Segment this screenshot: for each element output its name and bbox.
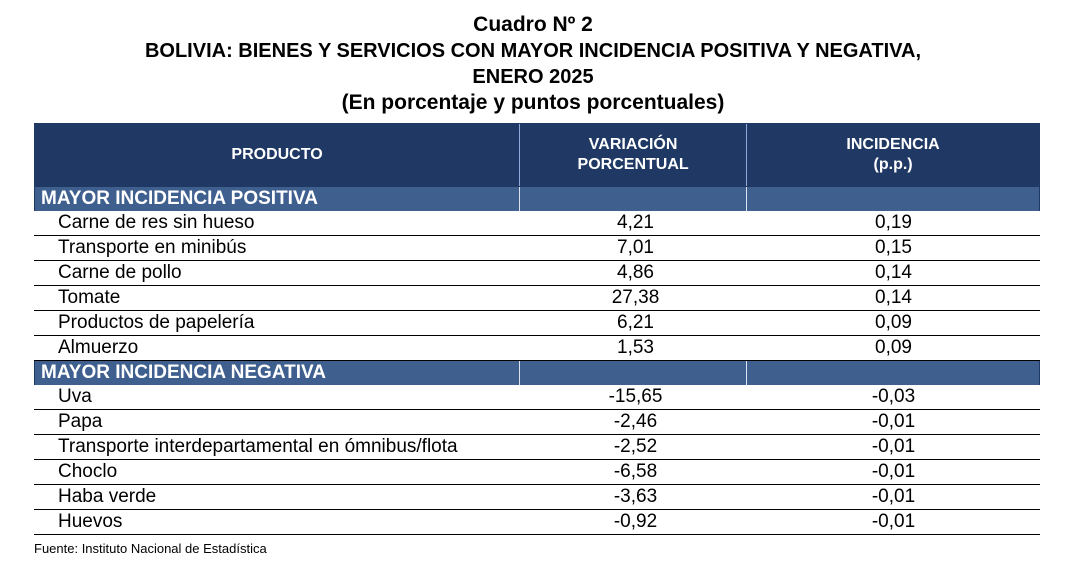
cell-incidencia: 0,14 [875,262,912,283]
table-row: Almuerzo 1,53 0,09 [34,336,1040,361]
header-incidencia: INCIDENCIA (p.p.) [747,124,1039,186]
cell-incidencia: -0,01 [871,461,916,482]
cell-producto: Huevos [58,511,123,532]
negative-rows: Uva -15,65 -0,03 Papa -2,46 -0,01 Transp… [34,385,1040,535]
cell-producto: Transporte interdepartamental en ómnibus… [58,436,458,457]
cell-variacion: -6,58 [613,461,658,482]
header-variacion: VARIACIÓN PORCENTUAL [520,124,748,186]
cell-variacion: 27,38 [611,287,660,308]
cell-variacion: 4,86 [617,262,654,283]
table-row: Productos de papelería 6,21 0,09 [34,311,1040,336]
table-row: Huevos -0,92 -0,01 [34,510,1040,535]
cell-producto: Tomate [58,287,121,308]
table-units: (En porcentaje y puntos porcentuales) [341,91,725,114]
cell-incidencia: 0,15 [875,237,912,258]
cell-producto: Productos de papelería [58,312,255,333]
cell-producto: Haba verde [58,486,157,507]
cell-incidencia: 0,14 [875,287,912,308]
cell-producto: Uva [58,386,92,407]
table-row: Choclo -6,58 -0,01 [34,460,1040,485]
header-variacion-line2: PORCENTUAL [577,156,689,173]
table-row: Haba verde -3,63 -0,01 [34,485,1040,510]
source-note: Fuente: Instituto Nacional de Estadístic… [34,541,267,556]
positive-rows: Carne de res sin hueso 4,21 0,19 Transpo… [34,211,1040,361]
cell-producto: Papa [58,411,103,432]
cell-incidencia: 0,09 [875,312,912,333]
cell-producto: Carne de pollo [58,262,182,283]
cell-producto: Choclo [58,461,118,482]
cell-variacion: 1,53 [617,337,654,358]
header-variacion-line1: VARIACIÓN [588,136,678,153]
table-title-block: Cuadro Nº 2 BOLIVIA: BIENES Y SERVICIOS … [0,12,1066,116]
cell-producto: Carne de res sin hueso [58,212,255,233]
table-row: Uva -15,65 -0,03 [34,385,1040,410]
cell-variacion: -15,65 [608,386,663,407]
cell-producto: Almuerzo [58,337,139,358]
table-number: Cuadro Nº 2 [473,13,593,36]
table-row: Transporte interdepartamental en ómnibus… [34,435,1040,460]
cell-variacion: -0,92 [613,511,658,532]
incidence-table: PRODUCTO VARIACIÓN PORCENTUAL INCIDENCIA… [34,123,1040,535]
table-row: Transporte en minibús 7,01 0,15 [34,236,1040,261]
cell-incidencia: 0,19 [875,212,912,233]
cell-incidencia: -0,01 [871,436,916,457]
cell-incidencia: -0,03 [871,386,916,407]
cell-variacion: 7,01 [617,237,654,258]
cell-incidencia: -0,01 [871,486,916,507]
table-row: Carne de res sin hueso 4,21 0,19 [34,211,1040,236]
cell-variacion: -3,63 [613,486,658,507]
table-row: Tomate 27,38 0,14 [34,286,1040,311]
cell-variacion: -2,46 [613,411,658,432]
cell-variacion: -2,52 [613,436,658,457]
section-positive-label: MAYOR INCIDENCIA POSITIVA [35,187,520,211]
cell-variacion: 4,21 [617,212,654,233]
header-incidencia-line2: (p.p.) [873,156,913,173]
header-producto: PRODUCTO [35,124,521,186]
table-row: Papa -2,46 -0,01 [34,410,1040,435]
section-negative: MAYOR INCIDENCIA NEGATIVA [34,361,1040,385]
cell-incidencia: -0,01 [871,511,916,532]
table-period: ENERO 2025 [472,66,594,88]
cell-variacion: 6,21 [617,312,654,333]
table-row: Carne de pollo 4,86 0,14 [34,261,1040,286]
cell-incidencia: 0,09 [875,337,912,358]
section-negative-label: MAYOR INCIDENCIA NEGATIVA [35,361,520,385]
section-positive: MAYOR INCIDENCIA POSITIVA [34,187,1040,211]
table-title: BOLIVIA: BIENES Y SERVICIOS CON MAYOR IN… [144,40,922,62]
cell-producto: Transporte en minibús [58,237,247,258]
cell-incidencia: -0,01 [871,411,916,432]
table-header: PRODUCTO VARIACIÓN PORCENTUAL INCIDENCIA… [34,123,1040,187]
header-incidencia-line1: INCIDENCIA [846,136,940,153]
